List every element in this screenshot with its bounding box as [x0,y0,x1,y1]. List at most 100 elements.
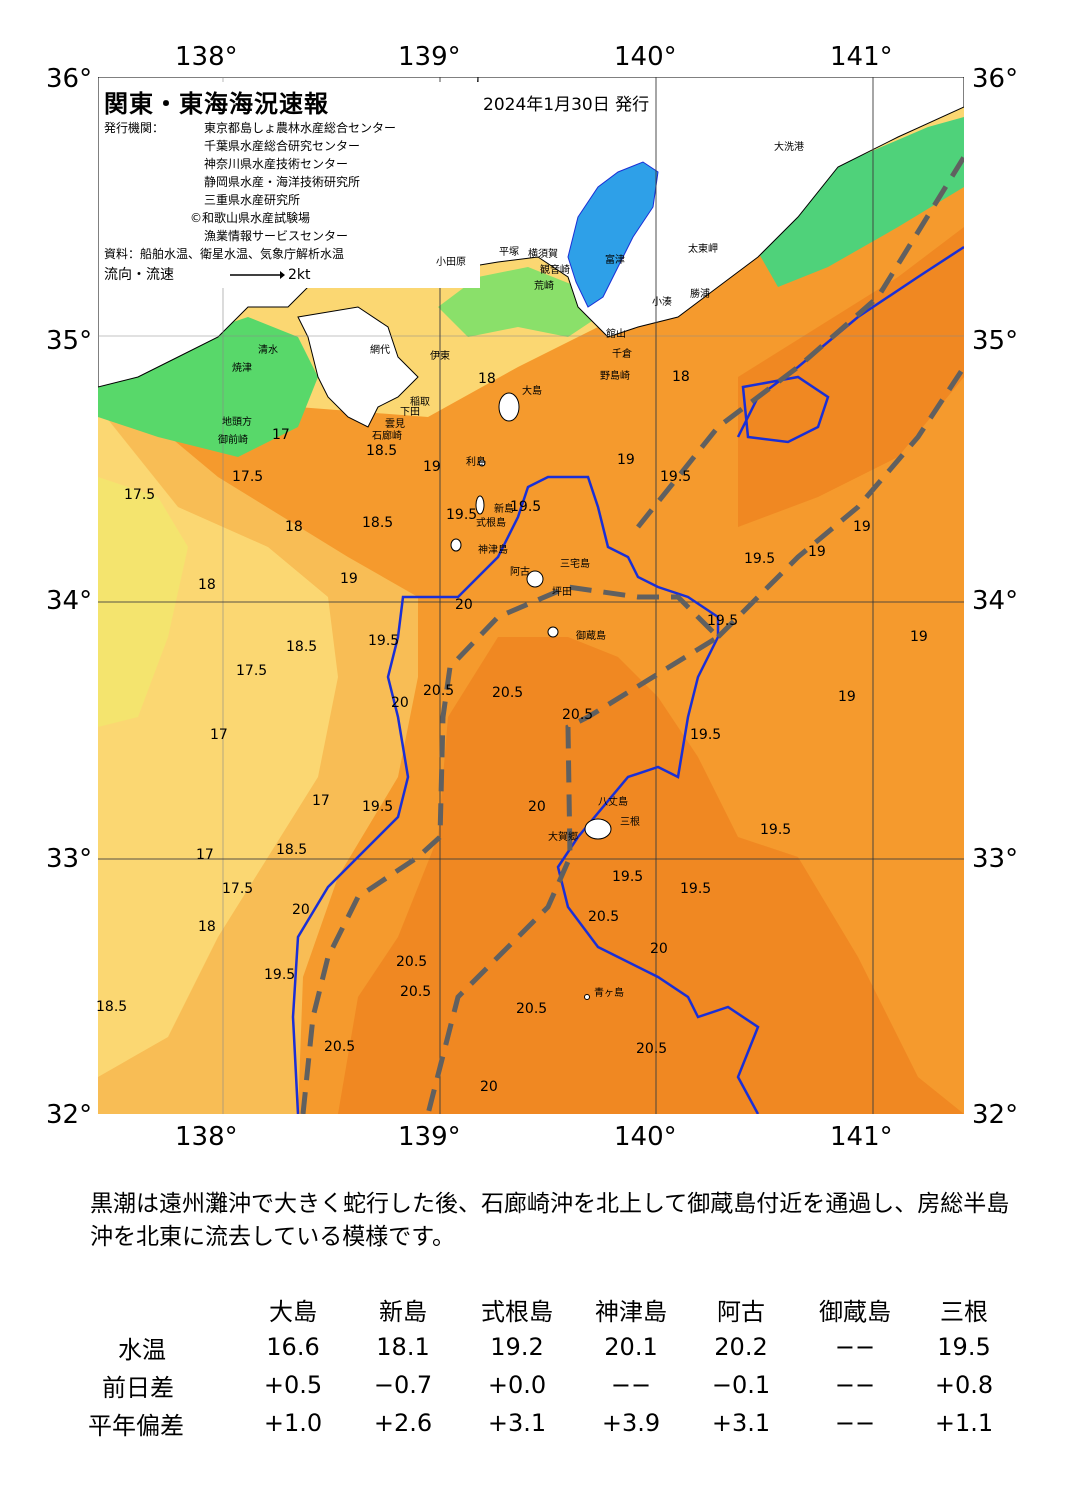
table-cell: −− [834,1333,876,1361]
isotherm-label: 19 [853,519,871,535]
island-kozushima [450,538,462,552]
issuer-6: ©和歌山県水産試験場 [190,211,311,225]
table-cell: −− [610,1371,652,1399]
isotherm-label: 18 [478,371,496,387]
lon-label-top-139: 139° [398,42,461,72]
isotherm-label: 17 [312,793,330,809]
column-header: 神津島 [595,1297,667,1326]
lon-label-top-140: 140° [614,42,677,72]
island-toshima [478,459,486,467]
lon-label-bottom-138: 138° [175,1122,238,1152]
lat-label-right-33: 33° [972,844,1019,874]
place-label: 小湊 [652,297,672,308]
table-cell: +1.1 [934,1409,994,1437]
table-cell: 20.1 [604,1333,658,1361]
isotherm-label: 17.5 [222,881,254,897]
map-info-box [102,82,480,288]
issuer-7: 漁業情報サービスセンター [204,229,349,243]
cold-water-nw [98,317,318,457]
place-label: 下田 [400,407,420,418]
column-header: 御蔵島 [819,1297,891,1326]
isotherm-label: 18.5 [276,842,308,858]
isotherm-20-line-north [736,245,964,438]
isotherm-label: 18 [672,369,690,385]
lat-label-right-35: 35° [972,326,1019,356]
place-label: 三根 [620,817,640,828]
lon-label-top-138: 138° [175,42,238,72]
issuer-label: 発行機関： [104,121,165,135]
row-header: 平年偏差 [88,1411,184,1440]
place-label: 式根島 [476,518,506,529]
current-scale-label: 2kt [288,267,311,283]
isotherm-label: 20.5 [400,984,432,1000]
table-cell: 19.2 [490,1333,544,1361]
kuroshio-axis [300,584,723,1114]
table-corner [88,1290,238,1328]
place-label: 焼津 [232,363,252,374]
isotherm-label: 19 [808,544,826,560]
lat-label-right-32: 32° [972,1100,1019,1130]
place-label: 大洗港 [774,142,804,153]
column-header: 阿古 [717,1297,765,1326]
data-source: 資料：船舶水温、衛星水温、気象庁解析水温 [104,247,345,261]
isotherm-label: 19.5 [660,469,692,485]
column-header: 大島 [269,1297,317,1326]
place-label: 稲取 [410,397,430,408]
place-label: 千倉 [612,349,632,360]
island-hachijojima [584,818,612,840]
land-izu [297,306,419,428]
isotherm-label: 17.5 [232,469,264,485]
isotherm-label: 18 [198,919,216,935]
table-cell: +3.1 [711,1409,771,1437]
issue-date: 2024年1月30日 発行 [483,95,650,115]
column-header: 新島 [379,1297,427,1326]
column-header: 三根 [940,1297,988,1326]
lat-label-left-34: 34° [46,586,93,616]
place-label: 御前崎 [218,435,248,446]
island-aogashima [584,994,590,1000]
place-label: 石廊崎 [372,431,402,442]
isotherm-label: 17 [210,727,228,743]
island-oshima [498,392,520,422]
isotherm-label: 20.5 [423,683,455,699]
isotherm-label: 20.5 [636,1041,668,1057]
table-cell: −0.1 [711,1371,771,1399]
lon-label-bottom-140: 140° [614,1122,677,1152]
place-label: 横須賀 [528,249,558,260]
table-row: 水温 16.6 18.1 19.2 20.1 20.2 −− 19.5 [88,1328,1014,1366]
place-label: 館山 [606,329,626,340]
isotherm-label: 19 [423,459,441,475]
map-title: 関東・東海海況速報 [104,90,329,118]
table-row: 平年偏差 +1.0 +2.6 +3.1 +3.9 +3.1 −− +1.1 [88,1404,1014,1442]
lat-label-right-36: 36° [972,64,1019,94]
kuroshio-core-north-zone [738,227,964,527]
place-label: 太東岬 [688,244,718,255]
isotherm-label: 20 [455,597,473,613]
isotherm-label: 19.5 [510,499,542,515]
column-header: 式根島 [481,1297,553,1326]
isotherm-label: 20.5 [324,1039,356,1055]
table-cell: 16.6 [266,1333,320,1361]
issuer-1: 東京都島しょ農林水産総合センター [204,121,397,135]
isotherm-label: 17 [196,847,214,863]
isotherm-label: 18.5 [366,443,398,459]
isotherm-label: 20.5 [492,685,524,701]
isotherm-label: 17.5 [236,663,268,679]
isotherm-label: 19 [838,689,856,705]
lon-label-top-141: 141° [830,42,893,72]
current-legend-label: 流向・流速 [104,267,174,283]
table-cell: +0.0 [487,1371,547,1399]
isotherm-20-loop [741,375,830,444]
table-cell: 20.2 [714,1333,768,1361]
kuroshio-axis-north [636,155,964,529]
place-label: 伊東 [430,351,450,362]
place-label: 大島 [522,386,542,397]
lat-label-left-36: 36° [46,64,93,94]
issuer-4: 静岡県水産・海洋技術研究所 [204,175,361,189]
place-label: 地頭方 [222,417,252,428]
place-label: 勝浦 [690,289,710,300]
table-cell: +0.8 [934,1371,994,1399]
isotherm-label: 17.5 [124,487,156,503]
isotherm-label: 19.5 [690,727,722,743]
place-label: 坪田 [552,587,572,598]
